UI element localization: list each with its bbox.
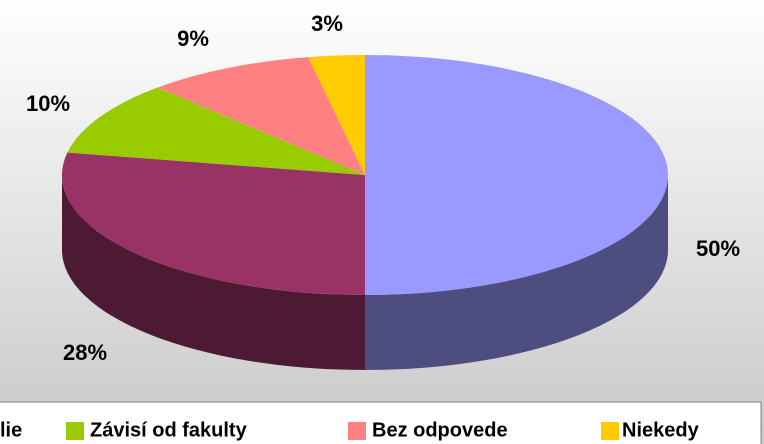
slice-side [62,175,365,370]
data-label: 10% [26,91,70,116]
slice [61,152,366,295]
legend-label: Niekedy [622,419,700,441]
legend-label: lie [0,419,22,441]
legend-swatch [66,422,84,440]
legend-swatch [348,422,366,440]
slice [157,57,365,175]
data-label: 28% [63,340,107,365]
slice-side [365,175,668,370]
legend-box [0,401,762,444]
data-label: 9% [177,26,209,51]
slice [67,87,365,175]
legend-label: Bez odpovede [372,419,508,441]
slice [308,55,365,175]
slice [365,55,668,295]
data-label: 50% [696,236,740,261]
legend-label: Závisí od fakulty [90,419,248,441]
legend-swatch [601,422,619,440]
data-label: 3% [311,11,343,36]
